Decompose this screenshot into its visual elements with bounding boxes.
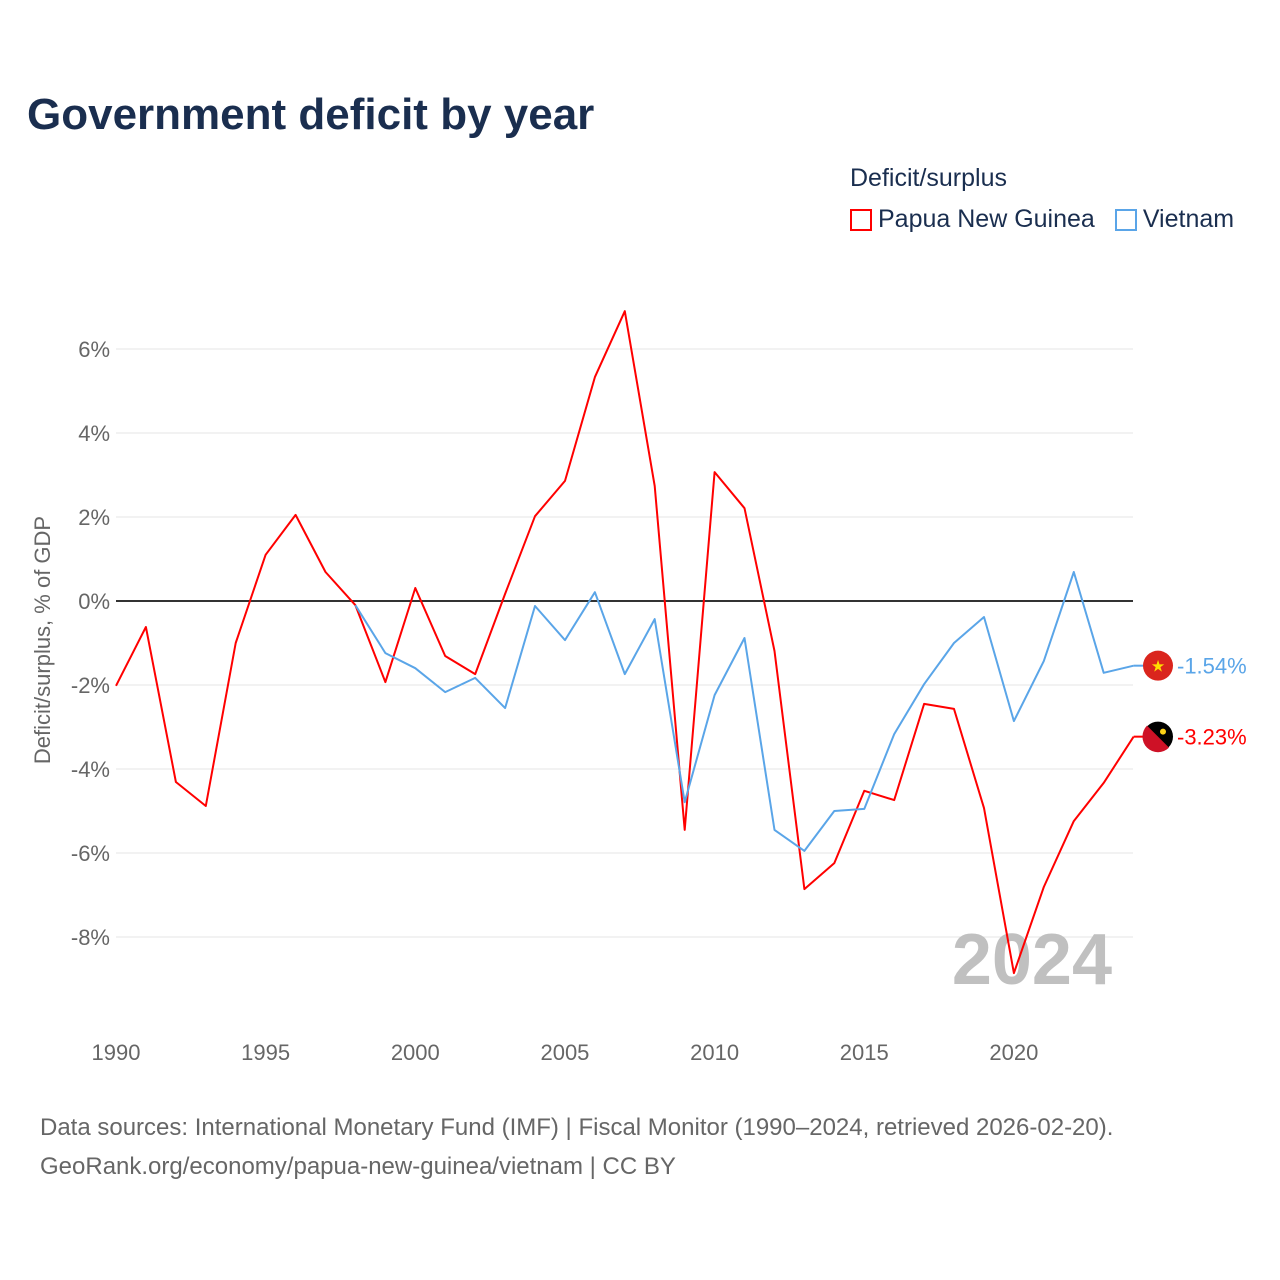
legend-label: Vietnam (1142, 205, 1235, 233)
papua-new-guinea-flag-icon (1142, 721, 1173, 753)
y-tick-label: -8% (71, 925, 110, 950)
x-tick-label: 2015 (840, 1040, 889, 1065)
y-tick-label: -4% (71, 757, 110, 782)
legend-swatch-png (850, 208, 872, 231)
chart-title: Government deficit by year (27, 90, 595, 139)
series-line-vietnam (354, 571, 1134, 852)
flag-bird (1160, 728, 1166, 735)
legend-label: Papua New Guinea (878, 205, 1095, 233)
end-value-label: -3.23% (1177, 725, 1247, 750)
y-tick-label: 2% (78, 505, 110, 530)
source-note: Data sources: International Monetary Fun… (40, 1108, 1113, 1186)
flag-red-half (1142, 725, 1169, 753)
legend: Papua New Guinea Vietnam (850, 205, 1234, 234)
source-line-1: Data sources: International Monetary Fun… (40, 1114, 1114, 1141)
flag-circle (1143, 650, 1173, 681)
flag-star: ★ (1151, 659, 1165, 676)
x-tick-label: 2010 (690, 1040, 739, 1065)
y-axis-label: Deficit/surplus, % of GDP (30, 516, 55, 764)
legend-title: Deficit/surplus (850, 164, 1007, 192)
x-tick-label: 2020 (989, 1040, 1038, 1065)
legend-item-papua-new-guinea[interactable]: Papua New Guinea (850, 205, 1095, 234)
vietnam-flag-icon: ★ (1143, 650, 1173, 681)
year-watermark: 2024 (952, 920, 1112, 1000)
y-tick-label: 0% (78, 589, 110, 614)
y-tick-label: -2% (71, 673, 110, 698)
x-tick-label: 2000 (391, 1040, 440, 1065)
legend-item-vietnam[interactable]: Vietnam (1114, 205, 1235, 234)
legend-swatch-vietnam (1114, 208, 1137, 231)
source-line-2[interactable]: GeoRank.org/economy/papua-new-guinea/vie… (40, 1153, 676, 1180)
end-value-label: -1.54% (1177, 654, 1247, 679)
y-tick-label: 4% (78, 421, 110, 446)
x-tick-label: 1990 (92, 1040, 141, 1065)
y-tick-label: 6% (78, 337, 110, 362)
y-tick-label: -6% (71, 841, 110, 866)
x-tick-label: 2005 (540, 1040, 589, 1065)
series-line-papua-new-guinea (115, 310, 1135, 975)
x-tick-label: 1995 (241, 1040, 290, 1065)
